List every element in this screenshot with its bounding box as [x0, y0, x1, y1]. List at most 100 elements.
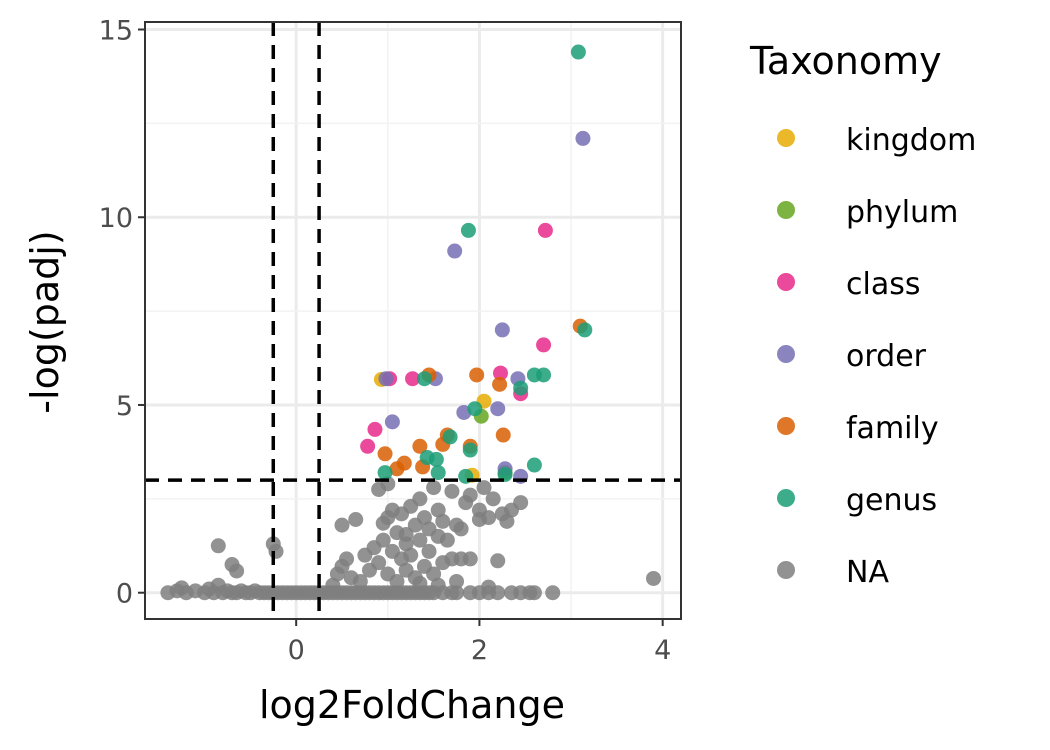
y-tick-label: 15 [99, 16, 133, 47]
data-point-family [469, 367, 485, 383]
data-point-na [412, 532, 428, 548]
data-point-class [405, 371, 421, 387]
data-point-na [439, 532, 455, 548]
legend-key-na [777, 561, 795, 579]
data-point-genus [497, 466, 513, 482]
data-point-genus [460, 222, 476, 238]
data-point-na [334, 517, 350, 533]
data-point-na [449, 573, 465, 589]
data-point-na [371, 555, 387, 571]
legend-label-phylum: phylum [846, 195, 958, 230]
data-point-genus [467, 401, 483, 417]
legend-key-phylum [777, 201, 795, 219]
data-point-class [537, 222, 553, 238]
legend-label-order: order [846, 339, 927, 374]
data-point-na [325, 577, 341, 593]
data-point-na [348, 512, 364, 527]
data-point-na [421, 543, 437, 559]
legend-label-kingdom: kingdom [846, 123, 976, 158]
data-point-order [575, 130, 591, 146]
y-tick-label: 0 [116, 579, 133, 610]
data-point-na [462, 551, 478, 567]
data-point-na [352, 573, 368, 589]
data-point-na [462, 487, 478, 503]
data-point-na [426, 480, 442, 496]
data-point-na [430, 577, 446, 593]
data-point-na [426, 566, 442, 582]
data-point-na [481, 579, 497, 595]
data-point-genus [416, 371, 432, 387]
y-axis-title: -log(padj) [23, 230, 67, 413]
data-point-genus [377, 465, 393, 481]
data-point-genus [536, 367, 552, 383]
legend-label-na: NA [846, 555, 889, 590]
data-point-na [499, 513, 515, 529]
data-point-na [398, 527, 414, 543]
data-point-genus [430, 465, 446, 481]
x-tick-label: 4 [654, 635, 671, 666]
data-point-genus [577, 322, 593, 338]
data-point-order [447, 243, 463, 259]
data-point-genus [442, 429, 458, 445]
data-point-na [490, 553, 506, 569]
x-axis-title: log2FoldChange [259, 683, 565, 727]
data-point-class [536, 337, 552, 353]
y-tick-label: 10 [99, 203, 133, 234]
y-tick-label: 5 [116, 391, 133, 422]
data-point-class [360, 438, 376, 454]
data-point-na [210, 538, 226, 554]
data-point-na [268, 543, 284, 559]
data-point-na [449, 585, 465, 601]
data-point-genus [570, 44, 586, 60]
data-point-family [396, 455, 412, 471]
data-point-order [494, 322, 510, 338]
legend-key-family [777, 417, 795, 435]
data-point-na [403, 547, 419, 563]
data-point-na [444, 483, 460, 499]
x-tick-label: 2 [471, 635, 488, 666]
data-point-order [384, 414, 400, 430]
data-point-family [495, 427, 511, 443]
x-tick-label: 0 [288, 635, 305, 666]
data-point-genus [462, 442, 478, 458]
data-point-family [492, 376, 508, 392]
data-point-na [375, 532, 391, 548]
panel-border [144, 21, 682, 620]
data-point-na [526, 585, 542, 601]
legend-label-family: family [846, 411, 939, 446]
legend-key-order [777, 345, 795, 363]
data-point-na [646, 570, 662, 586]
data-point-na [481, 510, 497, 526]
data-point-na [476, 480, 492, 496]
data-point-na [485, 491, 501, 507]
data-point-genus [526, 457, 542, 473]
data-point-na [453, 521, 469, 537]
data-point-family [377, 446, 393, 462]
data-point-genus [428, 451, 444, 467]
legend-key-class [777, 273, 795, 291]
data-point-class [367, 421, 383, 437]
data-point-na [545, 585, 561, 601]
data-point-order [490, 401, 506, 417]
legend-label-genus: genus [846, 483, 937, 518]
data-point-family [412, 438, 428, 454]
data-point-na [389, 573, 405, 589]
data-point-order [378, 371, 394, 387]
data-point-genus [513, 380, 529, 396]
data-point-na [416, 510, 432, 526]
legend-key-genus [777, 489, 795, 507]
data-point-na [412, 575, 428, 591]
data-point-na [513, 495, 529, 511]
legend-label-class: class [846, 267, 920, 302]
data-point-na [329, 566, 345, 582]
data-point-na [430, 502, 446, 518]
data-point-class [493, 365, 509, 381]
legend-title: Taxonomy [749, 39, 942, 83]
data-point-na [229, 563, 245, 579]
legend: kingdom phylum class order family genus NA [777, 123, 976, 590]
data-point-na [435, 513, 451, 529]
legend-key-kingdom [777, 129, 795, 147]
data-point-na [412, 491, 428, 507]
data-point-na [339, 551, 355, 567]
